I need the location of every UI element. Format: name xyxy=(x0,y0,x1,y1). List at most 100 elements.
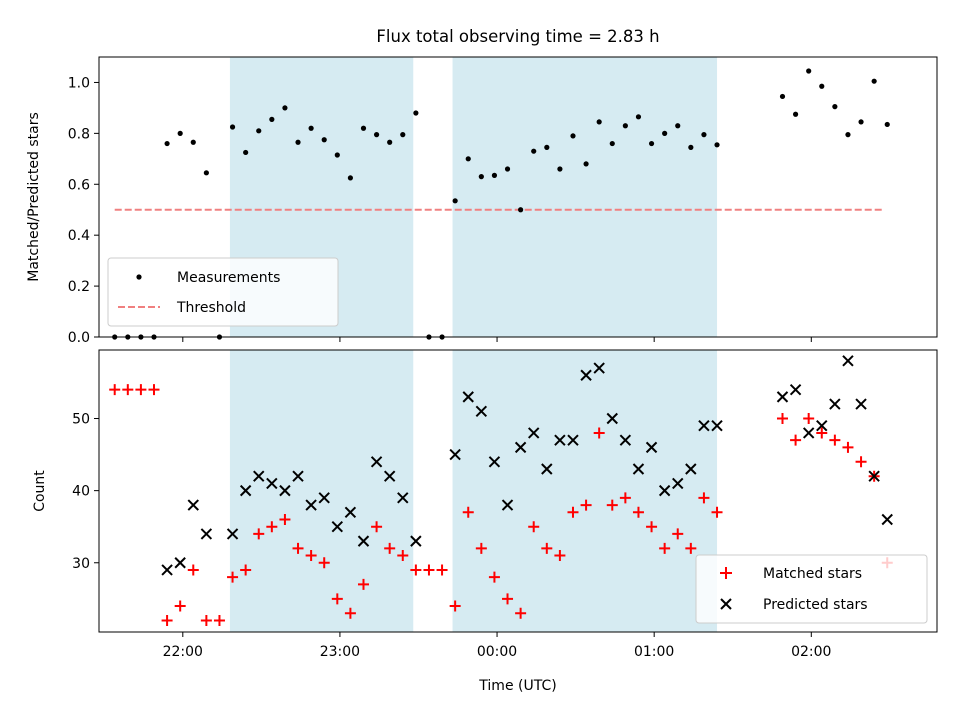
shaded-interval xyxy=(229,350,414,632)
measurement-point xyxy=(387,139,393,145)
predicted-star-point xyxy=(357,535,370,547)
predicted-star-point xyxy=(292,470,304,482)
bottom-x-axis: 22:00 23:00 00:00 01:00 02:00 xyxy=(163,632,831,660)
measurement-point xyxy=(452,198,458,204)
matched-star-point xyxy=(200,614,212,626)
matched-star-point xyxy=(227,571,239,583)
predicted-star-point xyxy=(881,513,893,526)
measurement-point xyxy=(321,137,327,143)
measurement-point xyxy=(622,123,628,129)
measurement-point xyxy=(531,148,537,154)
measurement-point xyxy=(347,175,353,181)
predicted-star-point xyxy=(580,369,592,381)
measurement-point xyxy=(557,166,563,172)
measurement-point xyxy=(282,105,288,111)
matched-star-point xyxy=(436,564,448,576)
predicted-star-point xyxy=(501,499,514,511)
shaded-interval xyxy=(452,57,718,337)
measurement-point xyxy=(491,172,498,178)
measurement-point xyxy=(465,156,471,162)
legend-predicted-label: Predicted stars xyxy=(763,597,868,613)
measurement-point xyxy=(504,166,511,172)
measurement-point xyxy=(570,133,576,139)
matched-star-point xyxy=(659,542,671,554)
predicted-stars-points xyxy=(161,355,893,576)
bottom-legend: Matched stars Predicted stars xyxy=(695,554,928,624)
matched-star-point xyxy=(331,593,343,605)
matched-star-point xyxy=(279,513,291,525)
matched-star-point xyxy=(240,564,252,576)
measurement-point xyxy=(544,144,550,150)
predicted-star-point xyxy=(672,477,684,490)
matched-star-point xyxy=(371,521,383,533)
measurement-point xyxy=(858,119,864,125)
measurement-point xyxy=(177,130,183,136)
measurement-point xyxy=(596,119,602,125)
x-tick-label: 22:00 xyxy=(163,644,203,660)
matched-star-point xyxy=(305,550,317,562)
matched-star-point xyxy=(488,571,500,583)
matched-star-point xyxy=(567,506,579,518)
measurement-point xyxy=(243,149,249,156)
measurement-point xyxy=(360,125,367,131)
predicted-star-point xyxy=(462,391,474,403)
top-legend-box xyxy=(107,257,339,327)
bottom-y-tick-label: 50 xyxy=(72,412,90,428)
predicted-star-point xyxy=(397,492,409,504)
matched-star-point xyxy=(816,427,828,439)
predicted-star-point xyxy=(226,528,239,540)
matched-star-point xyxy=(842,441,854,453)
matched-star-point xyxy=(161,614,173,626)
matched-star-point xyxy=(253,528,265,540)
matched-star-point xyxy=(410,564,422,576)
measurement-point xyxy=(871,78,877,84)
matched-star-point xyxy=(122,384,134,396)
measurement-point xyxy=(662,130,668,136)
matched-star-point xyxy=(685,542,697,554)
predicted-star-point xyxy=(383,470,396,482)
predicted-star-point xyxy=(305,499,317,511)
measurement-point xyxy=(714,142,720,148)
predicted-star-point xyxy=(344,506,357,518)
predicted-star-point xyxy=(266,477,278,490)
measurement-point xyxy=(583,161,589,167)
predicted-star-point xyxy=(554,434,566,446)
predicted-star-point xyxy=(187,499,199,511)
legend-matched-marker xyxy=(720,567,732,579)
measurement-point xyxy=(884,121,890,128)
top-y-axis: 0.0 0.2 0.4 0.6 0.8 1.0 xyxy=(68,75,99,346)
shaded-interval xyxy=(452,350,718,632)
measurement-point xyxy=(308,125,314,131)
bottom-y-axis: 30 40 50 xyxy=(72,412,99,572)
measurement-point xyxy=(648,140,655,147)
top-plot-frame xyxy=(98,56,938,338)
matched-star-point xyxy=(541,542,553,554)
matched-star-point xyxy=(698,492,710,504)
matched-star-point xyxy=(606,499,618,511)
matched-star-point xyxy=(829,434,841,446)
predicted-star-point xyxy=(645,441,658,454)
predicted-star-point xyxy=(855,398,867,410)
measurement-point xyxy=(164,140,170,147)
matched-star-point xyxy=(357,578,369,590)
bottom-y-axis-label: Count xyxy=(32,470,48,512)
matched-star-point xyxy=(593,427,605,439)
predicted-star-point xyxy=(318,492,330,504)
measurement-point xyxy=(792,111,799,117)
predicted-star-point xyxy=(632,463,645,475)
bottom-legend-box xyxy=(695,554,928,624)
predicted-star-point xyxy=(567,434,579,446)
matched-star-point xyxy=(528,521,540,533)
matched-star-point xyxy=(803,413,815,425)
predicted-star-point xyxy=(410,535,422,547)
matched-star-point xyxy=(344,607,356,619)
predicted-star-point xyxy=(475,405,488,418)
matched-star-point xyxy=(174,600,186,612)
legend-predicted-marker xyxy=(720,598,732,610)
predicted-star-point xyxy=(711,420,723,432)
matched-star-point xyxy=(855,456,867,468)
measurement-point xyxy=(373,132,380,138)
top-x-ticks xyxy=(182,337,812,342)
predicted-star-point xyxy=(802,427,815,439)
predicted-star-point xyxy=(161,564,173,576)
